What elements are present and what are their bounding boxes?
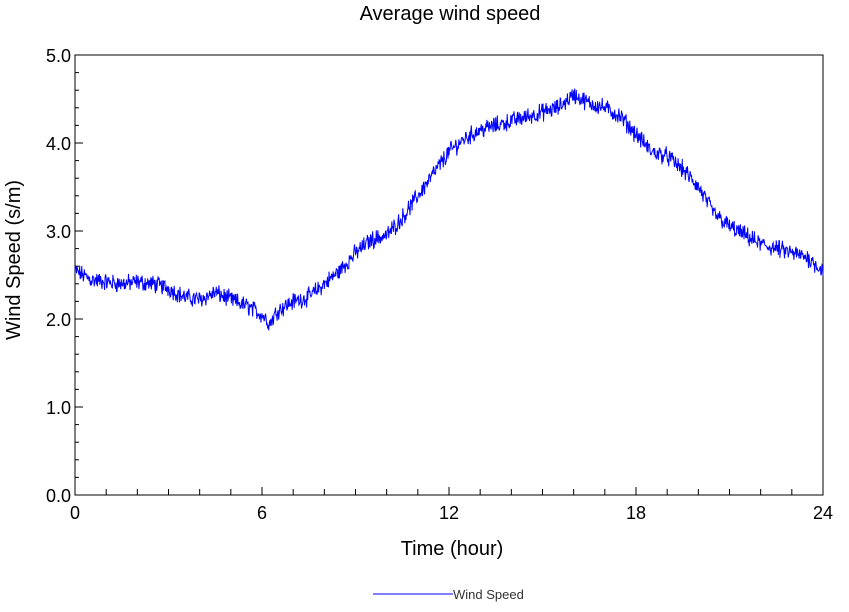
x-tick-label: 24 [813,503,833,523]
x-tick-label: 18 [626,503,646,523]
y-axis-label: Wind Speed (s/m) [3,180,25,340]
y-tick-label: 4.0 [46,134,71,154]
y-tick-label: 3.0 [46,222,71,242]
plot-area-frame [74,54,824,496]
x-tick-label: 0 [70,503,80,523]
x-tick-label: 12 [439,503,459,523]
y-tick-label: 1.0 [46,398,71,418]
y-tick-label: 5.0 [46,46,71,66]
y-tick-label: 0.0 [46,486,71,506]
x-tick-label: 6 [257,503,267,523]
x-axis-label: Time (hour) [401,538,504,560]
legend-label-wind-speed: Wind Speed [453,587,524,602]
y-tick-label: 2.0 [46,310,71,330]
chart-title: Average wind speed [360,3,541,25]
x-axis-ticks: 0 6 12 18 24 [70,487,833,523]
y-axis-ticks: 0.0 1.0 2.0 3.0 4.0 5.0 [46,46,83,506]
wind-speed-series-line [74,88,824,331]
legend: Wind Speed [373,587,524,602]
